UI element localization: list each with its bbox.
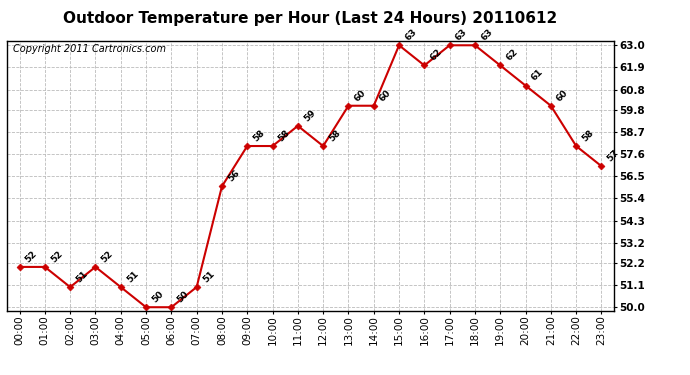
Text: 62: 62 — [428, 48, 444, 63]
Text: 50: 50 — [175, 290, 190, 304]
Text: 62: 62 — [504, 48, 520, 63]
Text: 52: 52 — [99, 249, 115, 264]
Text: 50: 50 — [150, 290, 166, 304]
Text: 51: 51 — [201, 269, 216, 284]
Text: 52: 52 — [23, 249, 39, 264]
Text: 57: 57 — [606, 148, 621, 164]
Text: 51: 51 — [75, 269, 90, 284]
Text: 63: 63 — [454, 27, 469, 42]
Text: 60: 60 — [378, 88, 393, 103]
Text: 51: 51 — [125, 269, 140, 284]
Text: 63: 63 — [403, 27, 418, 42]
Text: 61: 61 — [530, 68, 545, 83]
Text: 56: 56 — [226, 168, 242, 183]
Text: 60: 60 — [353, 88, 368, 103]
Text: 58: 58 — [327, 128, 342, 143]
Text: Outdoor Temperature per Hour (Last 24 Hours) 20110612: Outdoor Temperature per Hour (Last 24 Ho… — [63, 11, 558, 26]
Text: 58: 58 — [580, 128, 595, 143]
Text: Copyright 2011 Cartronics.com: Copyright 2011 Cartronics.com — [13, 44, 166, 54]
Text: 58: 58 — [277, 128, 292, 143]
Text: 52: 52 — [49, 249, 64, 264]
Text: 58: 58 — [251, 128, 266, 143]
Text: 63: 63 — [479, 27, 494, 42]
Text: 60: 60 — [555, 88, 570, 103]
Text: 59: 59 — [302, 108, 317, 123]
